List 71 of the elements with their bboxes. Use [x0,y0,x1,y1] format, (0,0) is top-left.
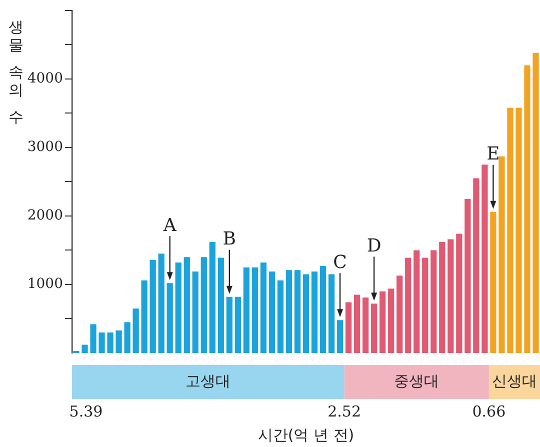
bar [388,288,394,353]
bar [124,322,130,353]
bar [482,164,488,353]
text: 고생대 [186,372,231,390]
x-axis-title: 시간(억 년 전) [256,426,356,445]
y-axis-title: 생물 속의 수 [8,18,24,126]
bar [90,324,96,353]
text: 0.66 [472,402,506,420]
bar [243,267,250,353]
bar [320,266,326,353]
bar [405,258,412,353]
data-label: E [486,144,500,165]
bar [294,270,301,353]
y-tick-label: 3000 [27,139,63,156]
bar [396,276,403,353]
bar [234,296,241,353]
text: 신생대 [492,372,537,390]
bar [371,304,378,353]
bar [498,156,505,353]
bar [209,242,216,353]
bar [532,52,539,353]
bar [524,65,530,353]
bar [132,308,139,353]
text: 2.52 [328,402,361,420]
bar [107,332,114,353]
bar [311,271,318,353]
bar [439,242,446,353]
bar [516,108,522,353]
bar [260,262,267,353]
bar [336,320,344,353]
y-tick-label: 1000 [27,276,63,292]
data-label: A [162,214,178,236]
bar [464,198,471,353]
bar [354,294,360,353]
bar [362,298,369,353]
data-label: B [222,228,236,250]
bar [175,262,182,353]
bar [226,296,232,353]
text: 5.39 [69,402,103,420]
bar [98,332,105,353]
bar [380,291,386,353]
bar [166,283,173,353]
data-label: C [333,252,347,273]
bar [150,260,156,353]
bar [328,274,335,353]
bar [252,267,258,353]
y-tick-label: 2000 [27,208,63,224]
bar [141,280,148,353]
bar [268,271,276,353]
y-tick-label: 4000 [27,70,63,87]
bar [473,178,480,353]
bar [116,330,122,353]
bar [414,250,420,353]
bar [302,274,310,353]
bar [490,212,496,353]
text: 중생대 [394,372,440,390]
bar [200,257,207,353]
bar [277,280,284,353]
bar [192,271,198,353]
bar [218,258,224,353]
bar [507,108,514,353]
bar [184,257,190,353]
bar [345,302,352,353]
data-label: D [366,235,382,256]
bar [286,270,292,353]
bar [430,250,437,353]
bar [82,344,88,353]
bar [456,234,462,353]
bar [422,258,428,353]
bar [158,254,164,353]
bar [448,239,454,353]
